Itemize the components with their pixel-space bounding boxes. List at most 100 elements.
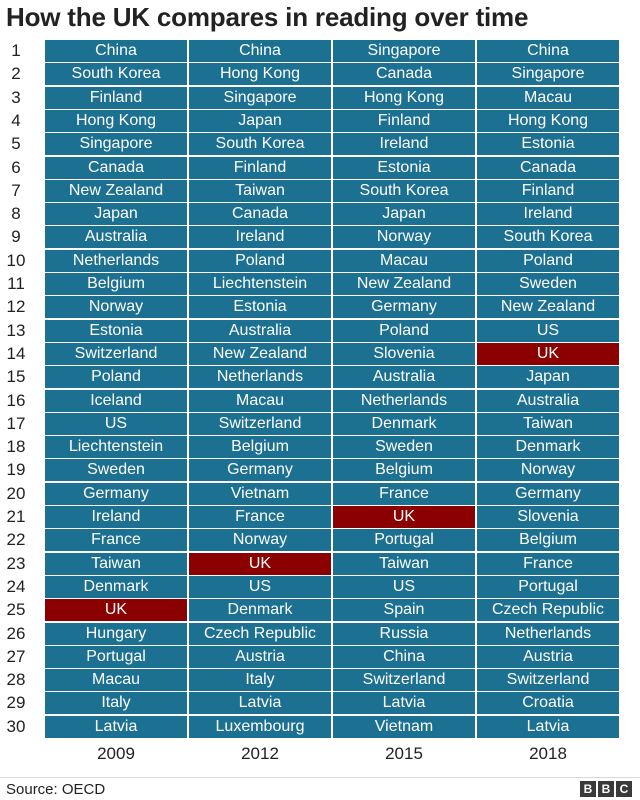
country-cell: Canada [333, 63, 475, 86]
country-cell: Switzerland [477, 669, 619, 692]
country-cell: Spain [333, 599, 475, 622]
country-cell: Singapore [477, 63, 619, 86]
country-cell: Latvia [45, 715, 187, 738]
country-cell: Ireland [189, 226, 331, 249]
country-cell: Norway [189, 529, 331, 552]
rank-label: 26 [6, 623, 26, 643]
country-cell: Australia [45, 226, 187, 249]
country-cell: Australia [477, 389, 619, 412]
rank-label: 24 [6, 576, 26, 596]
country-cell: France [45, 529, 187, 552]
rank-label: 9 [11, 227, 21, 247]
country-cell: Singapore [189, 86, 331, 109]
country-cell: Hungary [45, 622, 187, 645]
country-cell: Ireland [45, 506, 187, 528]
country-cell: Poland [333, 319, 475, 342]
source-note: Source: OECD [6, 781, 106, 798]
rank-label: 8 [11, 204, 21, 224]
country-cell: South Korea [333, 179, 475, 202]
country-cell: New Zealand [189, 342, 331, 365]
country-cell: Japan [189, 109, 331, 132]
country-cell: Ireland [333, 133, 475, 156]
country-cell: Taiwan [45, 552, 187, 575]
country-cell: Belgium [477, 529, 619, 552]
country-cell: Iceland [45, 389, 187, 412]
country-cell: Hong Kong [333, 86, 475, 109]
country-cell: Japan [477, 366, 619, 389]
footer-divider [0, 777, 640, 778]
rank-label: 30 [6, 716, 26, 736]
rank-label: 18 [6, 437, 26, 457]
country-cell: Ireland [477, 203, 619, 226]
country-cell: Taiwan [333, 552, 475, 575]
country-cell: Finland [333, 109, 475, 132]
year-label: 2015 [385, 744, 423, 763]
country-cell: Denmark [477, 436, 619, 459]
country-cell: Slovenia [333, 342, 475, 365]
rank-label: 27 [6, 646, 26, 666]
country-cell: France [333, 482, 475, 505]
rank-label: 14 [6, 343, 26, 363]
country-cell: Netherlands [477, 622, 619, 645]
country-cell: New Zealand [333, 273, 475, 295]
country-cell: Sweden [45, 459, 187, 482]
country-cell: New Zealand [477, 296, 619, 319]
country-cell: Canada [45, 156, 187, 179]
country-cell: Estonia [333, 156, 475, 179]
country-cell: Czech Republic [477, 599, 619, 622]
country-cell: Liechtenstein [45, 436, 187, 459]
rank-label: 6 [11, 157, 21, 177]
bbc-logo-letter: B [598, 781, 614, 797]
country-cell: Italy [45, 692, 187, 715]
highlighted-country-cell: UK [189, 552, 331, 575]
country-cell: Croatia [477, 692, 619, 715]
country-cell: Taiwan [477, 412, 619, 435]
country-cell: China [477, 40, 619, 62]
country-cell: Finland [477, 179, 619, 202]
country-cell: Hong Kong [45, 109, 187, 132]
country-cell: Japan [333, 203, 475, 226]
country-cell: Vietnam [333, 715, 475, 738]
rank-label: 5 [11, 134, 21, 154]
country-cell: Vietnam [189, 482, 331, 505]
country-cell: Austria [477, 645, 619, 668]
country-cell: Macau [477, 86, 619, 109]
country-cell: Canada [189, 203, 331, 226]
rank-label: 29 [6, 693, 26, 713]
country-cell: South Korea [189, 133, 331, 156]
country-cell: Norway [333, 226, 475, 249]
country-cell: Belgium [45, 273, 187, 295]
country-cell: Germany [333, 296, 475, 319]
country-cell: Belgium [333, 459, 475, 482]
country-cell: Poland [45, 366, 187, 389]
country-cell: Estonia [477, 133, 619, 156]
rank-label: 11 [7, 274, 25, 293]
country-cell: Norway [477, 459, 619, 482]
country-cell: Finland [189, 156, 331, 179]
country-cell: Poland [477, 249, 619, 272]
rank-label: 4 [11, 110, 21, 130]
rank-label: 21 [6, 507, 26, 526]
country-cell: Portugal [333, 529, 475, 552]
country-cell: Macau [333, 249, 475, 272]
country-cell: Germany [477, 482, 619, 505]
country-cell: Finland [45, 86, 187, 109]
rank-label: 1 [11, 41, 21, 60]
country-cell: Poland [189, 249, 331, 272]
country-cell: Australia [189, 319, 331, 342]
rank-label: 23 [6, 553, 26, 573]
country-cell: Netherlands [333, 389, 475, 412]
rank-label: 7 [11, 180, 21, 200]
country-cell: Singapore [333, 40, 475, 62]
country-cell: US [477, 319, 619, 342]
country-cell: Slovenia [477, 506, 619, 528]
country-cell: South Korea [45, 63, 187, 86]
country-cell: Germany [45, 482, 187, 505]
country-cell: Italy [189, 669, 331, 692]
country-cell: Switzerland [189, 412, 331, 435]
country-cell: France [189, 506, 331, 528]
country-cell: Sweden [333, 436, 475, 459]
country-cell: China [45, 40, 187, 62]
chart-title: How the UK compares in reading over time [6, 2, 529, 32]
